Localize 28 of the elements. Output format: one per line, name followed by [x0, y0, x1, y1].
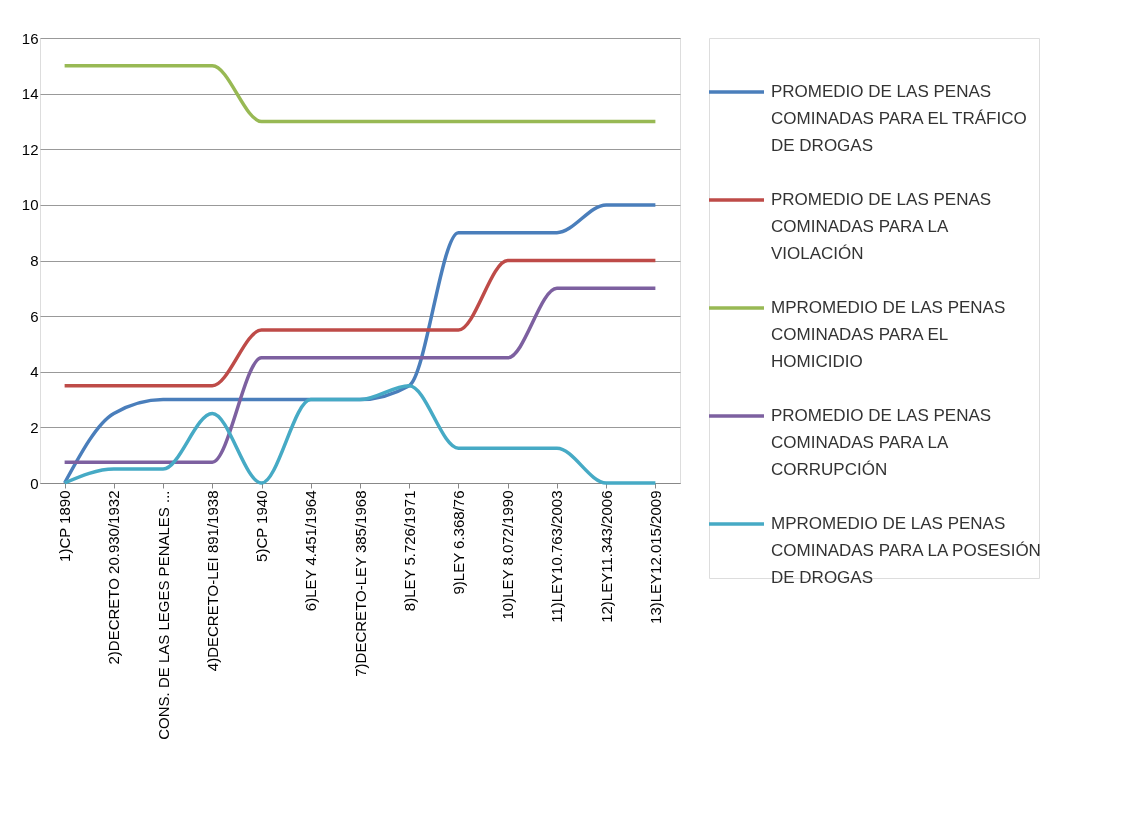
- legend-label: PROMEDIO DE LAS PENAS COMINADAS PARA LA CORRUPCIÓN: [771, 406, 992, 479]
- y-tick-label: 4: [30, 363, 39, 381]
- legend-label: MPROMEDIO DE LAS PENAS COMINADAS PARA LA POSESIÓN DE DROGAS: [771, 514, 1041, 587]
- legend-label: PROMEDIO DE LAS PENAS COMINADAS PARA EL TRÁFICO DE DROGAS: [771, 82, 1027, 155]
- y-tick-label: 12: [21, 140, 39, 158]
- y-tick-label: 8: [30, 252, 39, 269]
- x-tick-label: 11)LEY10.763/2003: [548, 490, 566, 623]
- x-tick-label: 13)LEY12.015/2009: [646, 490, 664, 624]
- x-tick-label: 10)LEY 8.072/1990: [499, 490, 517, 620]
- x-tick-label: 9)LEY 6.368/76: [449, 490, 467, 595]
- y-tick-label: 10: [21, 196, 39, 214]
- line-series: [62, 383, 658, 485]
- y-tick-label: 0: [30, 474, 39, 492]
- legend-label: MPROMEDIO DE LAS PENAS COMINADAS PARA EL HOMICIDIO: [771, 298, 1006, 371]
- y-tick-label: 6: [30, 307, 39, 325]
- y-tick-label: 14: [21, 85, 39, 103]
- legend-label: PROMEDIO DE LAS PENAS COMINADAS PARA LA VIOLACIÓN: [771, 190, 992, 263]
- y-tick-label: 16: [21, 29, 39, 47]
- x-tick-label: 1)CP 1890: [56, 490, 74, 562]
- x-tick-label: 8)LEY 5.726/1971: [400, 490, 418, 612]
- x-tick-label: CONS. DE LAS LEGES PENALES ...: [154, 490, 172, 740]
- x-tick-label: 5)CP 1940: [253, 490, 271, 562]
- x-tick-label: 4)DECRETO-LEI 891/1938: [203, 490, 221, 672]
- x-tick-label: 12)LEY11.343/2006: [597, 490, 615, 623]
- x-tick-label: 6)LEY 4.451/1964: [302, 490, 320, 612]
- x-tick-label: 2)DECRETO 20.930/1932: [105, 490, 123, 665]
- y-tick-label: 2: [30, 418, 39, 436]
- x-tick-label: 7)DECRETO-LEY 385/1968: [351, 490, 369, 677]
